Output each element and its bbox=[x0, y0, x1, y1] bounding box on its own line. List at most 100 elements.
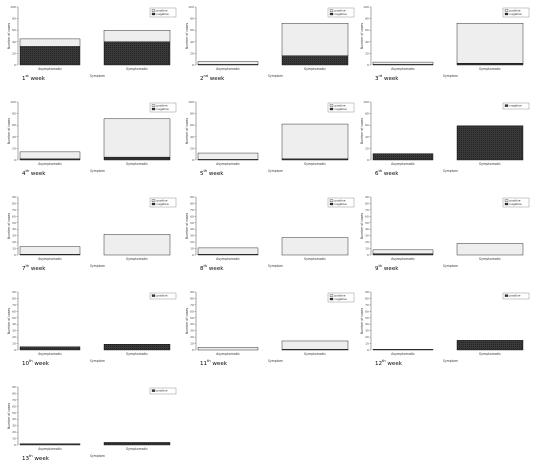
x-axis-label: Symptom bbox=[443, 169, 458, 173]
bar-positive-asymptomatic bbox=[197, 247, 259, 255]
y-tick-label: 70 bbox=[12, 398, 16, 402]
y-tick-label: 100 bbox=[10, 5, 16, 9]
legend: negative bbox=[502, 102, 530, 110]
week-number: 8 bbox=[200, 265, 204, 272]
week-suffix: th bbox=[29, 454, 33, 458]
y-axis-label: Number of cases bbox=[360, 308, 364, 334]
category-label: Asymptomatic bbox=[38, 352, 62, 356]
y-tick-label: 20 bbox=[365, 335, 369, 339]
y-tick-label: 80 bbox=[365, 201, 369, 205]
bar-negative-symptomatic bbox=[103, 442, 171, 446]
chart-panel-4: 0 20 40 60 80 100 Number of cases Asymptomatic S… bbox=[7, 100, 177, 173]
y-tick-label: 10 bbox=[12, 437, 16, 441]
y-tick-label: 50 bbox=[12, 316, 16, 320]
week-word: week bbox=[29, 265, 46, 272]
week-number: 5 bbox=[200, 170, 204, 177]
week-number: 10 bbox=[22, 360, 29, 367]
y-tick-label: 40 bbox=[365, 40, 369, 44]
category-label: Symptomatic bbox=[479, 257, 501, 261]
y-tick-label: 40 bbox=[12, 417, 16, 421]
legend-label-negative: negative bbox=[335, 12, 348, 16]
bar-positive-symptomatic bbox=[103, 30, 171, 43]
week-word: week bbox=[32, 455, 49, 462]
legend-box bbox=[149, 102, 177, 113]
week-label-7: 7th week bbox=[22, 264, 45, 272]
legend-label-positive: positive bbox=[157, 388, 168, 392]
bar-negative-asymptomatic bbox=[19, 346, 81, 351]
chart-panel-3: 0 20 40 60 80 100 Number of cases Asymptomatic S… bbox=[360, 5, 530, 78]
y-tick-label: 50 bbox=[12, 221, 16, 225]
y-tick-label: 0 bbox=[192, 348, 194, 352]
y-tick-label: 40 bbox=[12, 227, 16, 231]
y-tick-label: 60 bbox=[365, 123, 369, 127]
week-word: week bbox=[382, 265, 399, 272]
x-axis-label: Symptom bbox=[90, 359, 105, 363]
bar-negative-symptomatic bbox=[103, 156, 171, 161]
week-number: 9 bbox=[375, 265, 379, 272]
bar-positive-symptomatic bbox=[281, 23, 349, 56]
chart-panel-8: 0 10 20 30 40 50 60 70 80 90 Number of cases Asympt… bbox=[185, 195, 355, 268]
y-tick-label: 60 bbox=[12, 404, 16, 408]
legend-label-positive: positive bbox=[335, 198, 346, 202]
legend-label-positive: positive bbox=[510, 293, 521, 297]
y-tick-label: 70 bbox=[190, 303, 194, 307]
legend-label-negative: negative bbox=[335, 202, 348, 206]
legend-label-negative: negative bbox=[510, 12, 523, 16]
week-suffix: th bbox=[207, 359, 211, 363]
bar-positive-asymptomatic bbox=[197, 61, 259, 65]
y-tick-label: 60 bbox=[190, 123, 194, 127]
y-tick-label: 100 bbox=[10, 100, 16, 104]
week-word: week bbox=[208, 75, 225, 82]
bar-positive-symptomatic bbox=[281, 340, 349, 350]
y-axis-label: Number of cases bbox=[7, 23, 11, 49]
category-label: Symptomatic bbox=[126, 162, 148, 166]
week-number: 2 bbox=[200, 75, 204, 82]
bar-positive-symptomatic bbox=[281, 237, 349, 256]
week-suffix: rd bbox=[378, 74, 383, 78]
y-axis-label: Number of cases bbox=[185, 23, 189, 49]
x-axis-label: Symptom bbox=[443, 264, 458, 268]
week-word: week bbox=[32, 360, 49, 367]
legend-label-positive: positive bbox=[157, 198, 168, 202]
y-tick-label: 60 bbox=[190, 28, 194, 32]
legend-swatch-positive bbox=[151, 389, 156, 392]
y-tick-label: 40 bbox=[365, 135, 369, 139]
week-word: week bbox=[385, 360, 402, 367]
y-tick-label: 0 bbox=[14, 348, 16, 352]
legend-label-negative: negative bbox=[510, 202, 523, 206]
week-suffix: th bbox=[382, 359, 386, 363]
legend-label-positive: positive bbox=[335, 103, 346, 107]
bar-positive-symptomatic bbox=[456, 23, 524, 64]
bar-positive-symptomatic bbox=[103, 234, 171, 256]
y-tick-label: 80 bbox=[365, 17, 369, 21]
y-tick-label: 20 bbox=[190, 51, 194, 55]
category-label: Asymptomatic bbox=[216, 257, 240, 261]
bar-negative-symptomatic bbox=[103, 41, 171, 66]
category-label: Symptomatic bbox=[479, 352, 501, 356]
legend-box bbox=[502, 102, 530, 110]
category-label: Asymptomatic bbox=[38, 257, 62, 261]
category-label: Symptomatic bbox=[126, 352, 148, 356]
y-tick-label: 30 bbox=[365, 329, 369, 333]
y-tick-label: 70 bbox=[12, 208, 16, 212]
y-axis-label: Number of cases bbox=[360, 213, 364, 239]
bar-positive-asymptomatic bbox=[197, 347, 259, 351]
chart-panel-5: 0 20 40 60 80 100 Number of cases Asymptomatic S… bbox=[185, 100, 355, 173]
legend-label-positive: positive bbox=[510, 198, 521, 202]
legend-swatch-negative bbox=[151, 107, 156, 111]
bar-positive-symptomatic bbox=[456, 243, 524, 256]
bar-positive-asymptomatic bbox=[19, 246, 81, 255]
y-axis-label: Number of cases bbox=[7, 403, 11, 429]
legend-swatch-negative bbox=[329, 107, 334, 111]
bar-negative-asymptomatic bbox=[372, 153, 434, 161]
chart-panel-6: 0 20 40 60 80 100 Number of cases Asymptomatic S… bbox=[360, 100, 530, 173]
week-word: week bbox=[207, 170, 224, 177]
y-tick-label: 10 bbox=[190, 342, 194, 346]
legend-label-positive: positive bbox=[157, 103, 168, 107]
y-tick-label: 60 bbox=[365, 214, 369, 218]
